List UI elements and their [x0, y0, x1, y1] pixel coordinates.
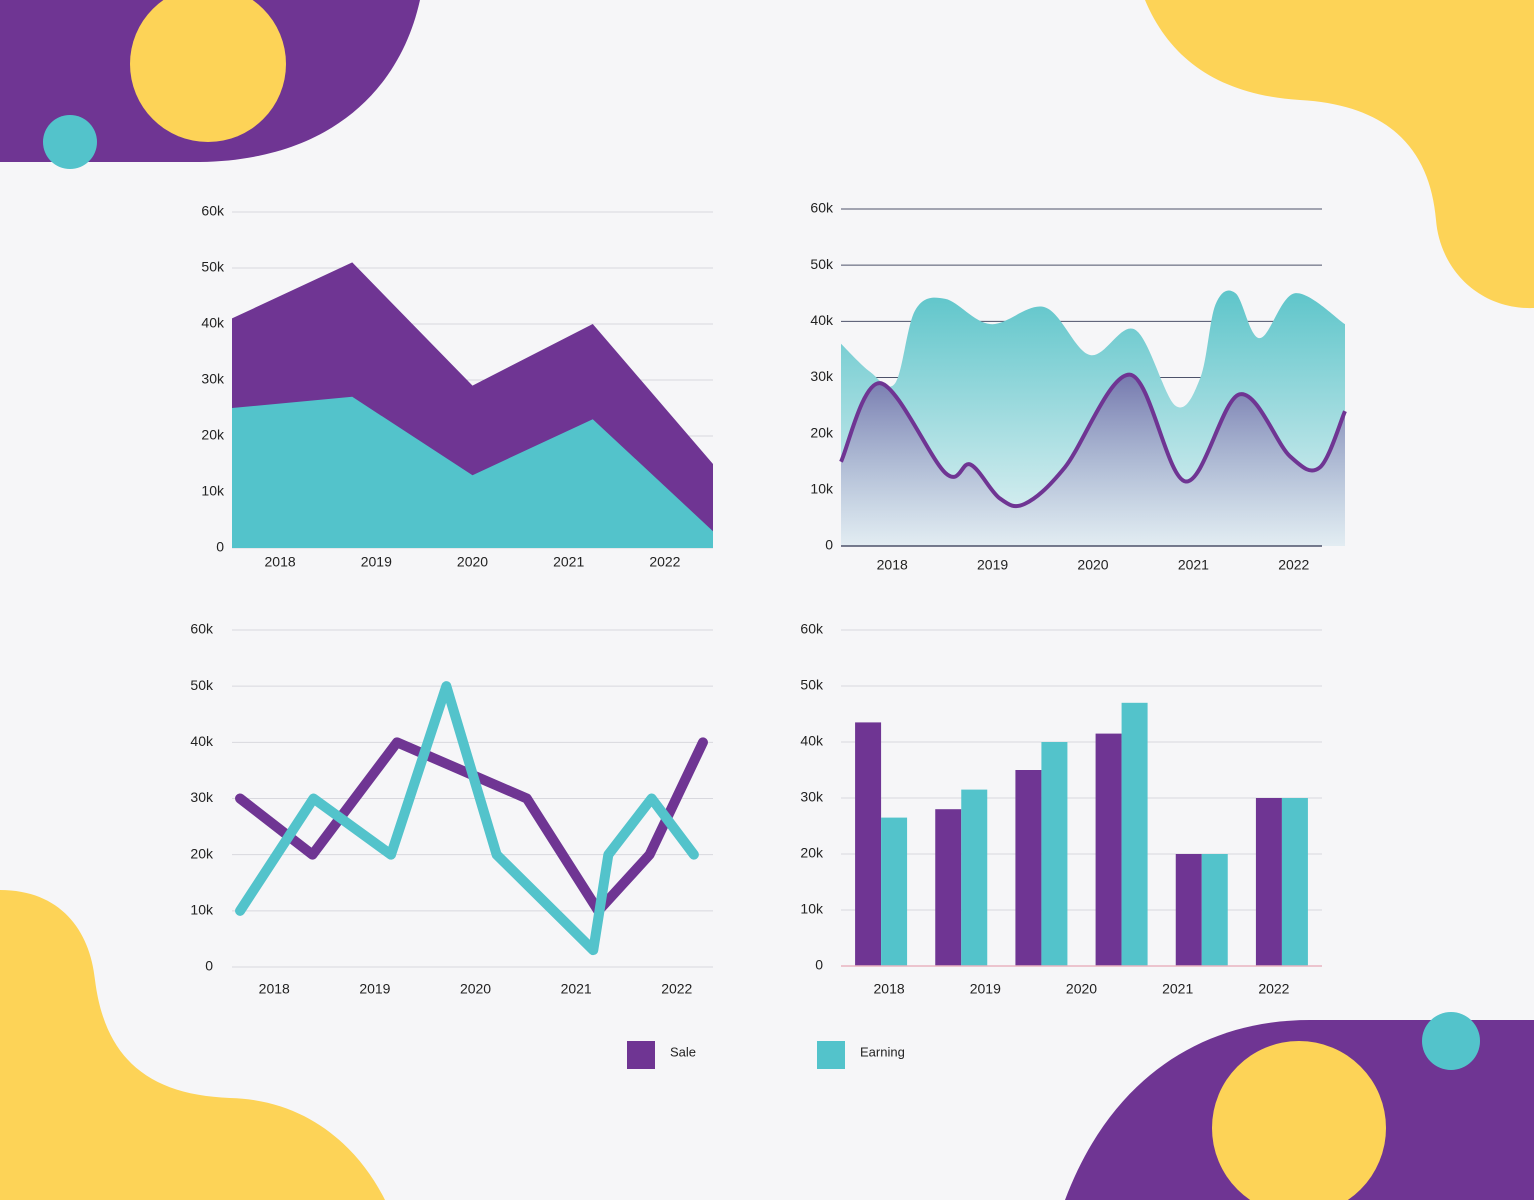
bar: [1175, 854, 1202, 966]
x-tick-label: 2021: [1178, 557, 1209, 573]
y-tick-label: 50k: [190, 677, 214, 693]
bar: [1201, 854, 1228, 966]
area: [232, 396, 713, 548]
decor-circle: [1212, 1041, 1386, 1200]
bar: [881, 817, 908, 966]
y-tick-label: 40k: [190, 733, 214, 749]
x-tick-label: 2020: [460, 981, 491, 997]
x-tick-label: 2019: [977, 557, 1008, 573]
y-tick-label: 40k: [810, 312, 834, 328]
x-tick-label: 2021: [553, 554, 584, 570]
decor-shape: [0, 890, 385, 1200]
area: [841, 374, 1345, 546]
y-tick-label: 30k: [810, 368, 834, 384]
bar: [855, 722, 882, 966]
decor-circle: [43, 115, 97, 169]
x-tick-label: 2022: [1258, 981, 1289, 997]
y-tick-label: 0: [216, 539, 224, 555]
x-tick-label: 2020: [457, 554, 488, 570]
y-tick-label: 30k: [201, 371, 225, 387]
y-tick-label: 0: [205, 958, 213, 974]
bar: [1041, 742, 1068, 966]
x-tick-label: 2022: [661, 981, 692, 997]
y-tick-label: 60k: [190, 621, 214, 637]
x-tick-label: 2019: [970, 981, 1001, 997]
line: [235, 681, 699, 956]
bar: [1281, 798, 1308, 966]
y-tick-label: 60k: [201, 203, 225, 219]
y-tick-label: 20k: [201, 427, 225, 443]
bar: [1255, 798, 1282, 966]
line: [235, 737, 708, 916]
y-tick-label: 10k: [190, 902, 214, 918]
x-tick-label: 2019: [359, 981, 390, 997]
bar: [1095, 733, 1122, 966]
x-tick-label: 2018: [877, 557, 908, 573]
y-tick-label: 20k: [190, 845, 214, 861]
y-tick-label: 0: [815, 957, 823, 973]
y-tick-label: 10k: [201, 483, 225, 499]
legend-label: Sale: [670, 1044, 696, 1059]
bar: [1015, 770, 1042, 966]
decor-shape: [1145, 0, 1534, 309]
line: [839, 372, 1347, 509]
y-tick-label: 30k: [800, 789, 824, 805]
y-tick-label: 50k: [800, 677, 824, 693]
legend-swatch: [817, 1041, 845, 1069]
decor-circle: [1422, 1012, 1480, 1070]
x-tick-label: 2022: [649, 554, 680, 570]
y-tick-label: 40k: [800, 733, 824, 749]
y-tick-label: 10k: [810, 481, 834, 497]
legend-swatch: [627, 1041, 655, 1069]
bar: [961, 789, 988, 966]
x-tick-label: 2018: [874, 981, 905, 997]
x-tick-label: 2019: [361, 554, 392, 570]
y-tick-label: 50k: [810, 256, 834, 272]
y-tick-label: 60k: [800, 621, 824, 637]
bar: [1121, 702, 1148, 966]
y-tick-label: 20k: [800, 845, 824, 861]
y-tick-label: 20k: [810, 424, 834, 440]
x-tick-label: 2018: [265, 554, 296, 570]
x-tick-label: 2018: [259, 981, 290, 997]
y-tick-label: 60k: [810, 200, 834, 216]
x-tick-label: 2022: [1278, 557, 1309, 573]
legend-label: Earning: [860, 1044, 905, 1059]
y-tick-label: 50k: [201, 259, 225, 275]
y-tick-label: 10k: [800, 901, 824, 917]
decor-circle: [130, 0, 286, 142]
y-tick-label: 30k: [190, 789, 214, 805]
bar: [935, 809, 962, 966]
x-tick-label: 2020: [1077, 557, 1108, 573]
x-tick-label: 2020: [1066, 981, 1097, 997]
x-tick-label: 2021: [1162, 981, 1193, 997]
x-tick-label: 2021: [561, 981, 592, 997]
y-tick-label: 40k: [201, 315, 225, 331]
y-tick-label: 0: [825, 537, 833, 553]
